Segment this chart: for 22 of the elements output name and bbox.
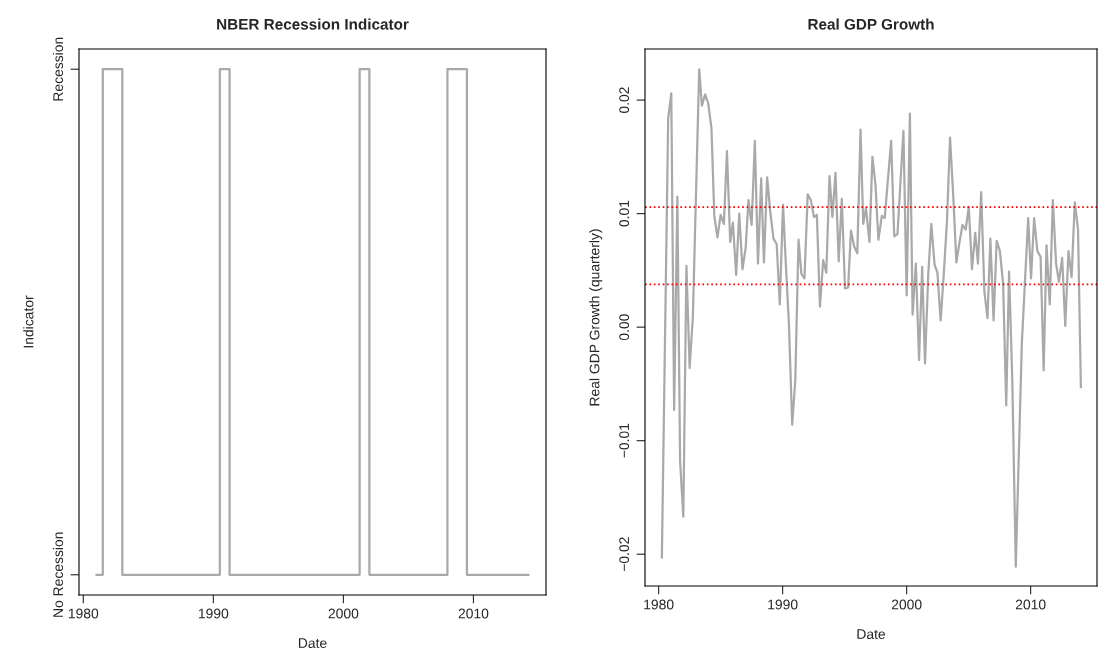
x-tick-label: 2000 <box>328 608 359 619</box>
x-tick-label: 1980 <box>68 608 99 619</box>
y-tick-label: −0.02 <box>619 537 630 572</box>
y-tick-label: 0.01 <box>619 200 630 227</box>
x-tick-label: 1980 <box>644 599 674 610</box>
x-axis-title: Date <box>857 629 886 640</box>
x-tick-label: 2010 <box>458 608 489 619</box>
x-axis-title: Date <box>298 638 327 649</box>
x-tick-label: 2010 <box>1015 599 1046 610</box>
y-tick-label: 0.02 <box>619 87 630 114</box>
x-tick-label: 2000 <box>891 599 922 610</box>
x-tick-label: 1990 <box>768 599 798 610</box>
y-axis-title: Indicator <box>23 295 34 348</box>
chart-title: NBER Recession Indicator <box>217 18 409 30</box>
y-tick-label: 0.00 <box>619 314 630 341</box>
y-tick-label: −0.01 <box>619 423 630 458</box>
x-tick-label: 1990 <box>198 608 229 619</box>
chart-title: Real GDP Growth <box>808 18 934 30</box>
y-axis-title: Real GDP Growth (quarterly) <box>589 229 603 406</box>
category-label: Recession <box>52 37 64 101</box>
category-label: No Recession <box>52 532 64 617</box>
line-series <box>660 68 1082 568</box>
